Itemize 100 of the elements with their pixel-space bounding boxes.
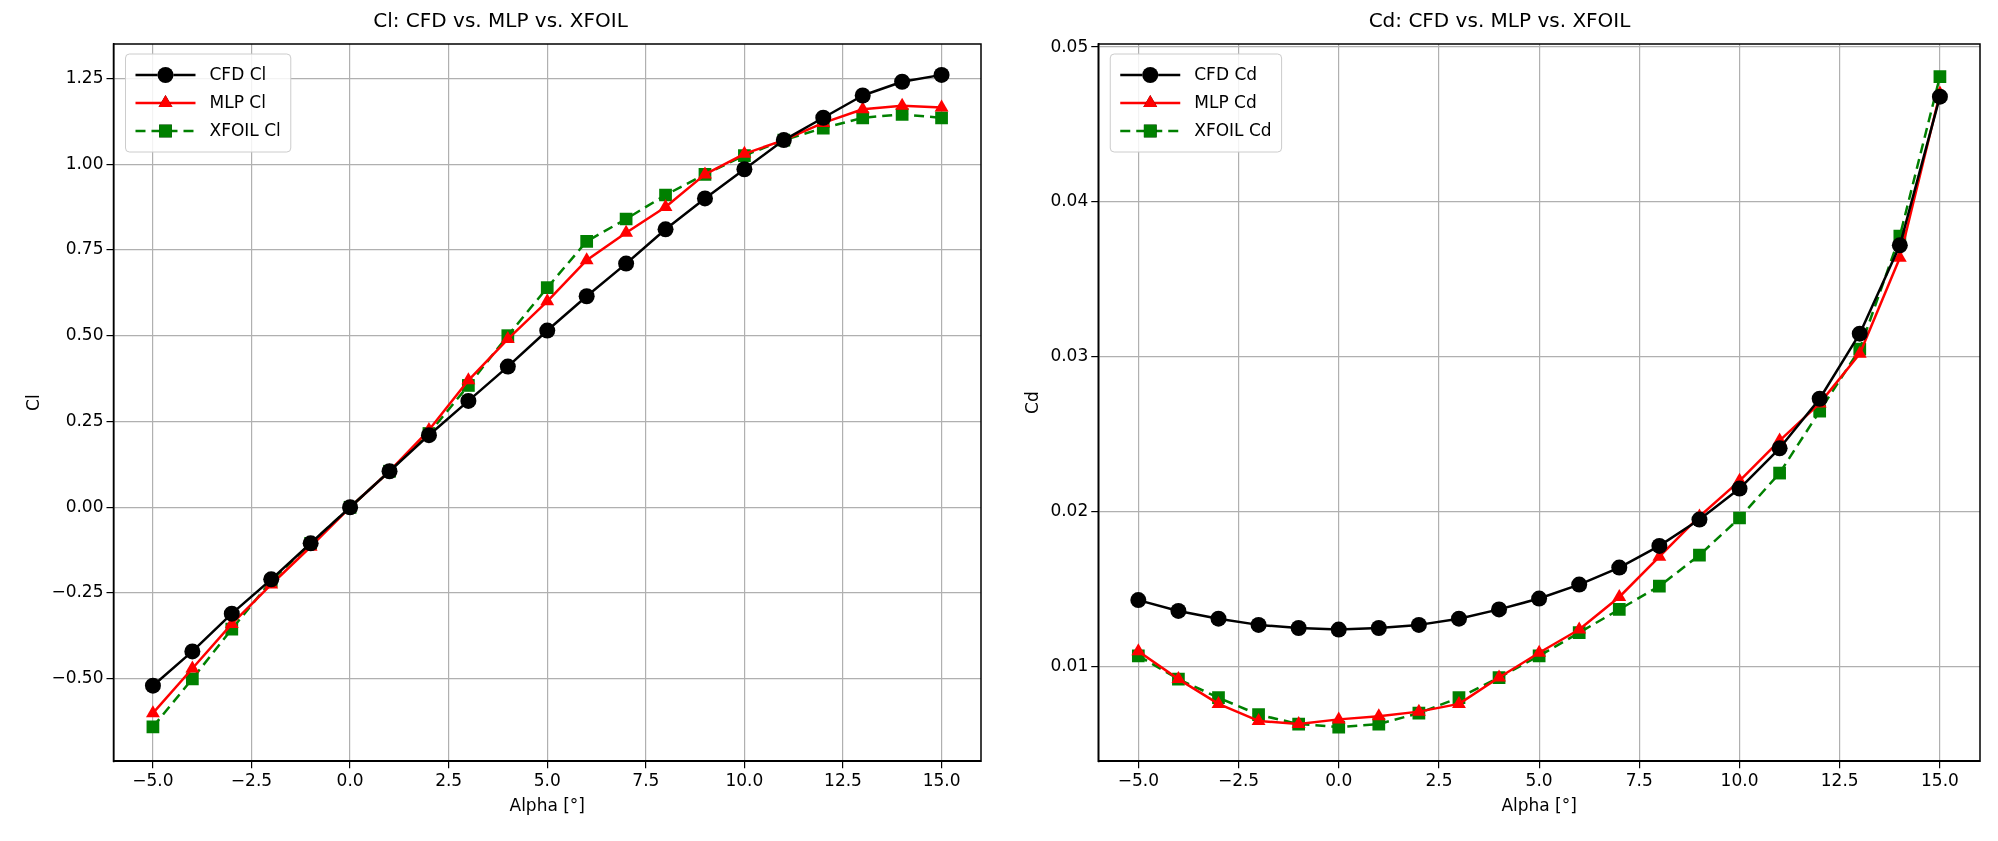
y-tick-label: 0.25	[65, 409, 104, 430]
point	[1251, 712, 1266, 725]
point	[1612, 603, 1626, 616]
point	[1452, 695, 1466, 708]
y-axis-title: Cd	[1021, 391, 1042, 414]
y-tick-label: 0.02	[1050, 500, 1089, 521]
y-tick-label: 0.00	[65, 495, 104, 516]
x-tick-label: 15.0	[922, 769, 961, 790]
legend-label: CFD Cl	[209, 64, 267, 85]
point	[658, 199, 673, 211]
point	[1731, 480, 1748, 497]
legend-label: XFOIL Cd	[1194, 120, 1272, 141]
y-tick-label: 0.75	[65, 238, 104, 259]
x-tick-label: 2.5	[1425, 769, 1453, 790]
point	[815, 109, 832, 126]
point	[579, 252, 594, 265]
y-tick-label: 0.05	[1050, 35, 1089, 56]
point	[619, 224, 634, 237]
point	[580, 234, 594, 248]
point	[618, 255, 635, 272]
point	[737, 145, 752, 158]
point	[1571, 576, 1588, 593]
point	[185, 660, 200, 673]
point	[1211, 695, 1226, 708]
x-tick-label: 12.5	[824, 769, 862, 790]
point	[1531, 590, 1548, 607]
point	[1371, 708, 1386, 721]
point	[1933, 70, 1947, 83]
x-tick-label: −5.0	[1117, 769, 1159, 790]
point	[1851, 325, 1868, 342]
point	[186, 672, 199, 686]
point	[1771, 440, 1788, 457]
x-tick-label: 15.0	[1920, 769, 1959, 790]
point	[934, 99, 949, 112]
y-tick-label: 0.01	[1050, 655, 1089, 676]
point	[895, 97, 910, 110]
x-tick-label: 10.0	[725, 769, 764, 790]
point	[1331, 711, 1346, 724]
point	[420, 427, 437, 444]
x-tick-label: 0.0	[336, 769, 364, 790]
point	[1931, 88, 1948, 105]
point	[1250, 616, 1267, 633]
point	[855, 101, 870, 114]
point	[1811, 390, 1828, 407]
point	[1131, 643, 1146, 656]
legend-label: MLP Cd	[1194, 92, 1257, 113]
point	[461, 372, 476, 385]
x-tick-label: 7.5	[632, 769, 660, 790]
x-tick-label: 5.0	[1525, 769, 1553, 790]
x-tick-label: −5.0	[132, 769, 174, 790]
y-tick-label: 1.25	[65, 66, 104, 87]
point	[854, 87, 871, 104]
point	[1651, 537, 1668, 554]
x-tick-label: 5.0	[533, 769, 561, 790]
point	[184, 643, 201, 660]
point	[460, 392, 477, 409]
point	[894, 73, 911, 90]
point	[1653, 579, 1666, 593]
point	[1170, 602, 1187, 619]
point	[1130, 592, 1147, 609]
point	[1411, 703, 1426, 716]
point	[1693, 548, 1706, 562]
x-tick-label: 10.0	[1720, 769, 1759, 790]
point	[935, 111, 948, 125]
point	[1210, 610, 1227, 627]
y-tick-label: 0.50	[65, 324, 104, 345]
point	[223, 605, 240, 622]
point	[578, 288, 595, 305]
point	[144, 677, 161, 694]
point	[1891, 237, 1908, 254]
chart-title: Cd: CFD vs. MLP vs. XFOIL	[1368, 8, 1632, 33]
point	[1410, 616, 1427, 633]
point	[540, 281, 554, 295]
point	[1733, 511, 1746, 525]
x-axis-title: Alpha [°]	[1501, 795, 1577, 816]
point	[1450, 610, 1467, 627]
point	[1370, 619, 1387, 636]
point	[1691, 511, 1708, 528]
x-tick-label: −2.5	[1217, 769, 1260, 790]
point	[1611, 559, 1628, 576]
x-tick-label: −2.5	[230, 769, 273, 790]
x-tick-label: 7.5	[1625, 769, 1653, 790]
legend-label: CFD Cd	[1194, 64, 1258, 85]
point	[933, 66, 950, 83]
point	[540, 293, 555, 306]
legend-label: XFOIL Cl	[209, 120, 281, 141]
y-tick-label: 1.00	[65, 152, 104, 173]
y-axis-title: Cl	[22, 394, 43, 411]
point	[499, 358, 516, 375]
point	[1773, 466, 1786, 480]
x-axis-title: Alpha [°]	[509, 795, 586, 816]
y-tick-label: −0.25	[51, 581, 104, 602]
y-tick-label: 0.04	[1050, 190, 1089, 211]
point	[1612, 589, 1627, 601]
point	[1572, 621, 1587, 634]
y-tick-label: −0.50	[51, 667, 104, 688]
point	[1290, 619, 1307, 636]
x-tick-label: 2.5	[435, 769, 463, 790]
point	[659, 188, 672, 202]
legend-label: MLP Cl	[209, 92, 266, 113]
